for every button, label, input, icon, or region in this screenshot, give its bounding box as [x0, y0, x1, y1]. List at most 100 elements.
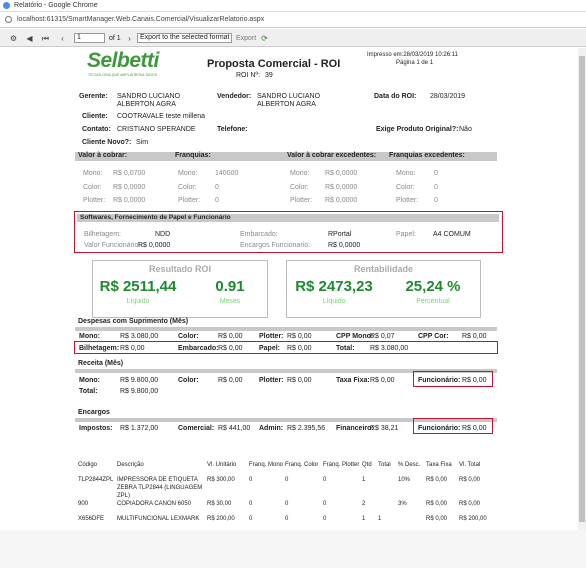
row-value: R$ 0,00	[287, 345, 312, 352]
row-label: Plotter:	[259, 333, 284, 340]
table-header: Código	[78, 462, 98, 468]
card-caption: Líquido	[126, 298, 150, 305]
card-caption: Percentual	[416, 298, 450, 305]
softwares-value: R$ 0,0000	[138, 242, 171, 249]
roi-number: 39	[265, 72, 273, 79]
row-value: R$ 0,00	[462, 425, 487, 432]
summary-label: Mono:	[83, 170, 103, 177]
row-label: CPP Mono:	[336, 333, 374, 340]
info-icon[interactable]	[5, 16, 12, 23]
row-value: R$ 2.395,56	[287, 425, 326, 432]
back-button[interactable]: ◀	[26, 34, 33, 43]
card-title: Rentabilidade	[353, 264, 413, 274]
table-cell: R$ 300,00	[207, 477, 235, 483]
row-label: Color:	[178, 377, 199, 384]
first-page-button[interactable]: ⏮	[41, 34, 50, 43]
row-value: R$ 0,00	[370, 377, 395, 384]
section-bar	[75, 418, 497, 422]
summary-value: R$ 0,0000	[325, 183, 358, 191]
summary-value: R$ 0,0000	[113, 183, 146, 191]
scrollbar-thumb[interactable]	[579, 56, 585, 522]
row-value: R$ 0,07	[370, 333, 395, 340]
row-value: R$ 0,00	[218, 377, 243, 384]
refresh-button[interactable]: ⟳	[261, 34, 268, 43]
softwares-label: Valor Funcionário:	[84, 242, 141, 249]
table-cell: R$ 30,00	[207, 501, 232, 507]
row-label: Funcionário:	[418, 425, 461, 432]
row-label: Total:	[336, 345, 355, 352]
page-number[interactable]: 1	[77, 34, 81, 41]
card-caption: Meses	[219, 298, 241, 305]
row-value: R$ 9.800,00	[120, 388, 159, 395]
table-cell: IMPRESSORA DE ETIQUETA ZEBRA TLP2844 (LI…	[117, 477, 203, 499]
row-value: R$ 441,00	[218, 425, 251, 432]
table-cell: X656DFE	[78, 516, 105, 522]
field-value: 28/03/2019	[430, 93, 466, 100]
summary-label: Color:	[83, 183, 102, 191]
table-header: Taxa Fixa	[426, 462, 452, 468]
chrome-icon	[3, 2, 10, 9]
row-label: Mono:	[79, 333, 100, 340]
row-value: R$ 38,21	[370, 425, 399, 432]
summary-label: Color:	[178, 183, 197, 191]
row-label: Papel:	[259, 345, 281, 352]
roi-label: ROI Nº:	[236, 72, 260, 79]
page-input[interactable]	[74, 33, 105, 43]
highlight-box	[74, 211, 503, 253]
summary-value: 0	[434, 183, 438, 191]
table-cell: TLP2844ZPL	[78, 477, 114, 483]
summary-value: 0	[215, 197, 219, 204]
url[interactable]: localhost:61315/SmartManager.Web.Canais.…	[17, 16, 265, 23]
export-format[interactable]: Export to the selected format	[140, 34, 230, 41]
next-page-button[interactable]: ›	[128, 34, 131, 43]
row-label: CPP Cor:	[418, 333, 449, 340]
field-value: SANDRO LUCIANO ALBERTON AGRA	[117, 93, 181, 108]
settings-button[interactable]: ⚙	[9, 34, 18, 43]
field-label: Exige Produto Original?:	[376, 126, 459, 133]
field-label: Contato:	[82, 126, 111, 133]
section-title: Encargos	[78, 409, 110, 416]
row-label: Impostos:	[79, 425, 113, 432]
report	[0, 48, 578, 530]
export-button[interactable]: Export	[236, 35, 257, 42]
card-value: R$ 2511,44	[99, 278, 177, 295]
table-cell: 1	[378, 516, 382, 522]
softwares-title: Softwares, Fornecimento de Papel e Funci…	[80, 214, 231, 221]
table-cell: R$ 200,00	[459, 516, 487, 522]
field-label: Telefone:	[217, 126, 248, 133]
summary-value: 0	[434, 197, 438, 204]
result-card	[92, 260, 268, 318]
report-title: Proposta Comercial - ROI	[207, 58, 341, 70]
row-label: Embarcado:	[178, 345, 219, 352]
field-value: CRISTIANO SPERANDE	[117, 126, 196, 133]
table-cell: R$ 0,00	[459, 501, 481, 507]
address-bar[interactable]	[0, 12, 586, 28]
table-cell: 0	[323, 516, 327, 522]
prev-page-button[interactable]: ‹	[61, 34, 64, 43]
table-header: Vl. Unitário	[207, 462, 237, 468]
table-cell: 1	[362, 516, 366, 522]
table-cell: 900	[78, 501, 89, 507]
table-cell: COPIADORA CANON 6050	[117, 501, 192, 507]
highlight-box	[74, 341, 498, 354]
row-label: Mono:	[79, 377, 100, 384]
summary-label: Plotter:	[83, 197, 106, 204]
table-cell: R$ 0,00	[426, 477, 448, 483]
summary-label: Plotter:	[178, 197, 201, 204]
table-header: Franq. Mono	[249, 462, 284, 468]
export-select[interactable]	[137, 33, 232, 43]
softwares-value: A4 COMUM	[433, 231, 471, 238]
row-label: Taxa Fixa:	[336, 377, 370, 384]
softwares-value: RPortal	[328, 231, 352, 238]
section-bar	[75, 327, 497, 331]
title-bar	[0, 0, 586, 12]
table-cell: 0	[323, 477, 327, 483]
summary-label: Mono:	[178, 170, 198, 177]
row-value: R$ 9.800,00	[120, 377, 159, 384]
table-cell: R$ 0,00	[426, 501, 448, 507]
summary-label: Mono:	[290, 170, 310, 177]
table-cell: 1	[362, 477, 366, 483]
row-label: Admin:	[259, 425, 284, 432]
softwares-label: Encargos Funcionario:	[240, 242, 311, 249]
row-value: R$ 3.080,00	[120, 333, 159, 340]
